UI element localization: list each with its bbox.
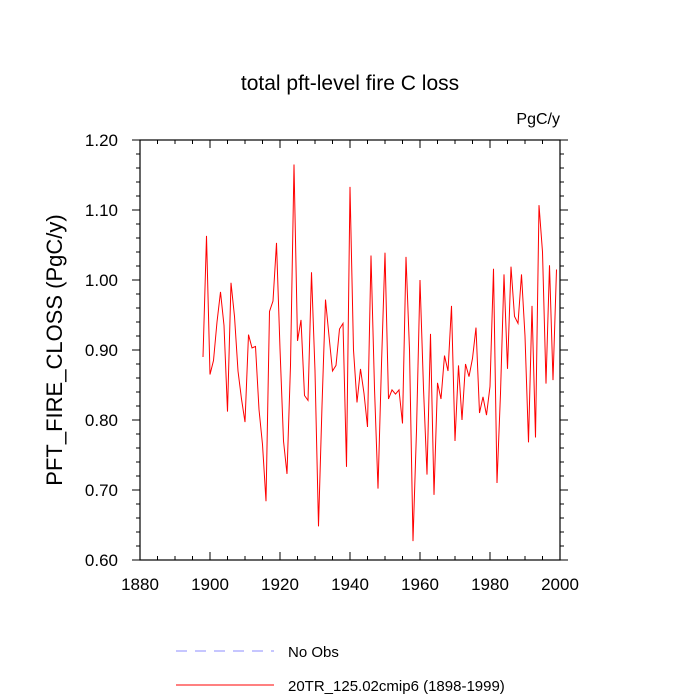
x-tick-label: 1920: [261, 575, 299, 594]
y-axis-label: PFT_FIRE_CLOSS (PgC/y): [42, 214, 67, 485]
x-tick-label: 1980: [471, 575, 509, 594]
y-tick-label: 1.20: [85, 131, 118, 150]
y-tick-label: 0.90: [85, 341, 118, 360]
series-layer: [202, 164, 557, 542]
x-tick-label: 1900: [191, 575, 229, 594]
chart-title: total pft-level fire C loss: [241, 72, 459, 95]
x-tick-label: 1940: [331, 575, 369, 594]
axis-tick-labels: 1880 1900 1920 1940 1960 1980 2000 0.60 0.70 0.80…: [85, 131, 579, 594]
y-tick-label: 0.80: [85, 411, 118, 430]
x-tick-label: 1960: [401, 575, 439, 594]
series-line: [202, 164, 557, 542]
x-tick-label: 1880: [121, 575, 159, 594]
legend: No Obs 20TR_125.02cmip6 (1898-1999): [176, 644, 505, 695]
legend-label-model-run: 20TR_125.02cmip6 (1898-1999): [288, 678, 505, 695]
axis-ticks: [132, 139, 568, 561]
y-tick-label: 0.70: [85, 481, 118, 500]
y-tick-label: 1.10: [85, 201, 118, 220]
plot-frame: [139, 139, 561, 561]
units-label: PgC/y: [516, 111, 560, 128]
legend-label-no-obs: No Obs: [288, 644, 339, 661]
y-tick-label: 1.00: [85, 271, 118, 290]
x-tick-label: 2000: [541, 575, 579, 594]
y-tick-label: 0.60: [85, 551, 118, 570]
